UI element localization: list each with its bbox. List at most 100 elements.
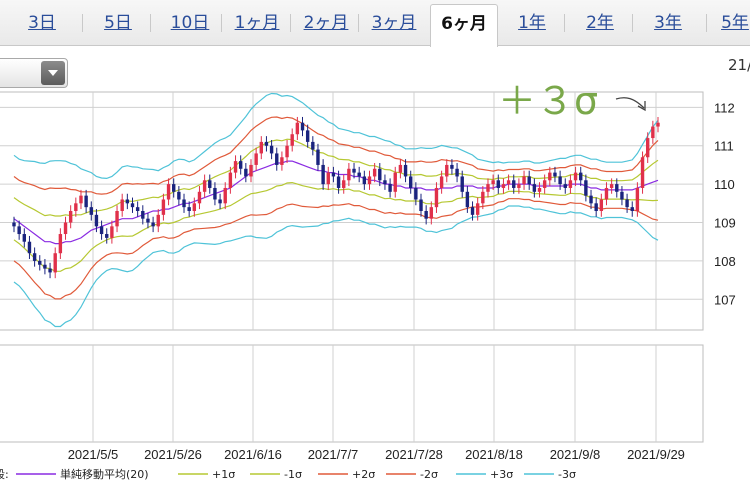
candle <box>38 260 42 265</box>
candle <box>347 168 351 181</box>
tab-2[interactable]: 5日 <box>104 13 132 33</box>
candle <box>640 157 645 188</box>
tab-8[interactable]: 1年 <box>518 13 546 33</box>
tab-10[interactable]: 3年 <box>654 13 682 33</box>
tab-separator <box>150 14 151 32</box>
candle <box>32 253 37 261</box>
candle <box>537 187 542 192</box>
candle <box>465 191 470 208</box>
candle <box>393 172 397 192</box>
candle <box>94 214 99 227</box>
candle <box>146 218 150 223</box>
tab-6[interactable]: 3ヶ月 <box>371 13 417 33</box>
tab-5[interactable]: 2ヶ月 <box>303 13 349 33</box>
candle <box>475 203 480 215</box>
candle <box>599 199 604 211</box>
candle <box>275 153 279 165</box>
candle <box>398 164 403 173</box>
candle <box>378 168 382 181</box>
x-tick-label: 2021/6/16 <box>224 447 282 462</box>
tab-separator <box>564 14 565 32</box>
candle <box>553 172 557 177</box>
candle <box>367 176 372 185</box>
indicator-select[interactable] <box>0 58 68 88</box>
candle <box>635 187 640 211</box>
candle <box>295 122 300 135</box>
candle <box>48 268 52 273</box>
candle <box>223 187 227 204</box>
annotation-plus-3-sigma: ＋３σ <box>498 79 598 123</box>
candle <box>517 184 521 188</box>
tab-3[interactable]: 10日 <box>170 13 210 33</box>
x-tick-label: 2021/7/28 <box>385 447 443 462</box>
corner-date-label: 21/ <box>728 56 750 74</box>
candle <box>228 172 233 188</box>
x-tick-label: 2021/7/7 <box>308 447 359 462</box>
candle <box>156 214 160 227</box>
candle <box>105 234 109 238</box>
candle <box>89 207 93 215</box>
candle <box>280 157 284 165</box>
candle <box>429 207 434 219</box>
candle <box>68 211 73 223</box>
tab-7[interactable]: 6ヶ月 <box>430 4 498 47</box>
candle <box>58 234 63 254</box>
candle <box>625 199 629 208</box>
candle <box>651 126 655 139</box>
candle <box>460 176 464 192</box>
tab-separator <box>706 14 707 32</box>
candle <box>455 168 459 177</box>
candle <box>233 161 238 173</box>
y-tick-label: 107 <box>714 292 736 307</box>
candle <box>285 145 289 158</box>
candle <box>630 207 634 211</box>
candle <box>264 141 269 146</box>
candle <box>532 184 537 192</box>
tab-separator <box>358 14 359 32</box>
candle <box>17 226 21 235</box>
tab-4[interactable]: 1ヶ月 <box>234 13 280 33</box>
y-tick-label: 110 <box>714 177 735 192</box>
candle <box>542 180 547 188</box>
candle <box>300 122 305 131</box>
candle <box>208 180 212 188</box>
tab-1[interactable]: 3日 <box>28 13 56 33</box>
candle <box>151 222 155 227</box>
tab-separator <box>632 14 633 32</box>
candle <box>372 168 377 177</box>
candle <box>166 184 171 200</box>
candle <box>594 203 598 211</box>
candle <box>439 176 444 188</box>
candle <box>573 172 578 181</box>
candle <box>321 164 325 185</box>
annotation-arrowhead <box>637 101 646 112</box>
candle <box>290 134 294 146</box>
legend-label: 単純移動平均(20) <box>60 467 149 481</box>
candle <box>269 145 274 154</box>
candle <box>161 199 166 215</box>
candle <box>656 122 660 127</box>
chevron-down-icon[interactable] <box>41 61 65 85</box>
candle <box>352 168 356 173</box>
candle <box>254 153 258 165</box>
candle <box>584 180 588 196</box>
minus-2-sigma-line <box>13 198 659 300</box>
candle <box>110 226 114 238</box>
candle <box>135 207 140 211</box>
x-tick-label: 2021/9/29 <box>627 447 685 462</box>
candle <box>99 226 104 235</box>
candle <box>84 195 88 208</box>
y-tick-label: 109 <box>714 216 736 231</box>
candle <box>342 180 346 188</box>
x-tick-label: 2021/9/8 <box>550 447 601 462</box>
minus-3-sigma-line <box>13 205 659 328</box>
candle <box>419 199 423 211</box>
tab-9[interactable]: 2年 <box>586 13 614 33</box>
legend-label: +2σ <box>352 468 375 481</box>
tab-11[interactable]: 5年 <box>721 13 749 33</box>
candle <box>74 203 78 211</box>
candle <box>604 187 609 200</box>
candle <box>187 207 191 211</box>
candle <box>589 195 593 204</box>
candle <box>445 164 449 177</box>
